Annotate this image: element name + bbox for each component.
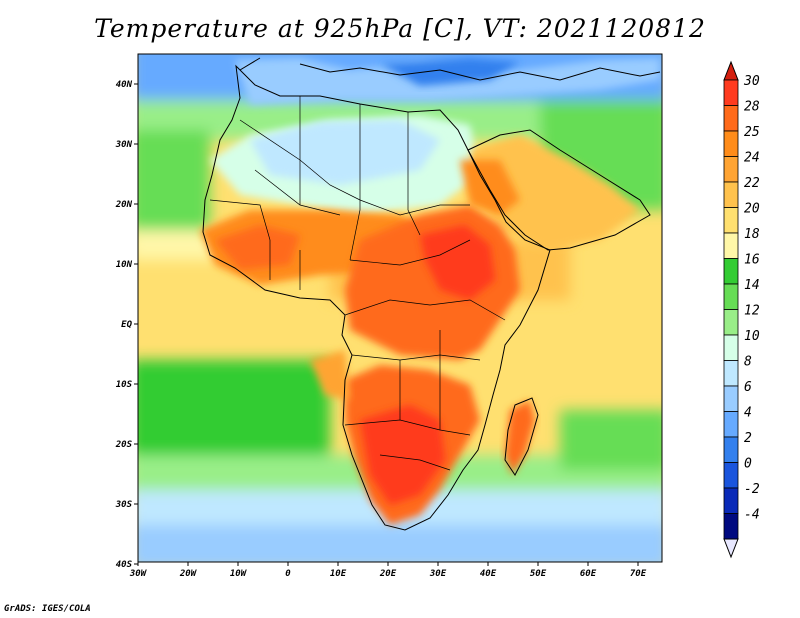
colorbar-top-arrow bbox=[723, 60, 739, 81]
lon-label: 10W bbox=[230, 569, 248, 579]
arabia-coastline bbox=[467, 129, 651, 251]
colorbar-swatch bbox=[723, 105, 739, 132]
field-southern-hottest bbox=[360, 405, 445, 505]
lon-label: 60E bbox=[580, 569, 597, 579]
lat-label: EQ bbox=[121, 320, 132, 330]
colorbar-swatch bbox=[723, 436, 739, 463]
colorbar-swatch bbox=[723, 462, 739, 489]
country-borders bbox=[209, 96, 506, 471]
colorbar-swatch bbox=[723, 156, 739, 183]
lat-label: 20S bbox=[115, 440, 133, 450]
colorbar-label: 16 bbox=[744, 253, 760, 268]
field-sahara-cooler bbox=[250, 120, 440, 185]
coastlines bbox=[202, 57, 661, 531]
colorbar-label: -2 bbox=[744, 482, 760, 497]
lon-label: 10E bbox=[330, 569, 347, 579]
madagascar-coastline bbox=[504, 397, 539, 476]
colorbar-swatch bbox=[723, 309, 739, 336]
lon-label: 0 bbox=[285, 569, 291, 579]
lon-label: 50E bbox=[530, 569, 547, 579]
colorbar-swatch bbox=[723, 181, 739, 208]
lat-label: 30N bbox=[115, 140, 133, 150]
colorbar-label: 24 bbox=[744, 151, 760, 166]
lat-label: 10N bbox=[116, 260, 133, 270]
colorbar-label: 2 bbox=[744, 431, 752, 446]
colorbar-label: 28 bbox=[744, 100, 760, 115]
colorbar-label: 22 bbox=[744, 176, 760, 191]
lon-label: 70E bbox=[630, 569, 647, 579]
colorbar-swatch bbox=[723, 232, 739, 259]
field-south-blue bbox=[138, 525, 662, 562]
colorbar-label: 18 bbox=[744, 227, 760, 242]
field-west-africa-hot bbox=[215, 225, 300, 270]
colorbar-swatch bbox=[723, 385, 739, 412]
colorbar-swatch bbox=[723, 258, 739, 285]
field-east-africa-hottest bbox=[420, 225, 495, 300]
colorbar-swatch bbox=[723, 334, 739, 361]
lat-label: 40N bbox=[116, 80, 133, 90]
colorbar-label: 0 bbox=[744, 457, 752, 472]
field-red-sea-warm bbox=[460, 160, 520, 215]
lat-label: 20N bbox=[115, 200, 133, 210]
colorbar-swatch bbox=[723, 283, 739, 310]
map-frame bbox=[137, 53, 663, 563]
colorbar-label: 4 bbox=[744, 406, 752, 421]
lon-label: 30E bbox=[429, 569, 447, 579]
field-indian-green bbox=[560, 410, 662, 470]
field-south-atlantic bbox=[138, 360, 330, 460]
colorbar-label: 8 bbox=[744, 355, 752, 370]
lon-label: 40E bbox=[480, 569, 497, 579]
colorbar-label: 12 bbox=[744, 304, 760, 319]
lon-label: 30W bbox=[129, 569, 148, 579]
africa-coastline bbox=[202, 64, 551, 531]
colorbar-label: 10 bbox=[744, 329, 760, 344]
colorbar-bottom-arrow bbox=[723, 538, 739, 559]
temperature-field bbox=[138, 54, 662, 562]
colorbar-label: 30 bbox=[743, 74, 760, 89]
field-madagascar bbox=[505, 400, 535, 475]
colorbar-label: 14 bbox=[744, 278, 760, 293]
lon-label: 20E bbox=[379, 569, 397, 579]
chart-title: Temperature at 925hPa [C], VT: 202112081… bbox=[94, 14, 706, 43]
colorbar-label: 25 bbox=[744, 125, 760, 140]
field-atlantic-north bbox=[138, 130, 210, 240]
field-angola-coast bbox=[310, 350, 350, 400]
colorbar-swatch bbox=[723, 79, 739, 106]
lat-label: 10S bbox=[116, 380, 133, 390]
lat-label: 30S bbox=[115, 500, 133, 510]
colorbar-swatch bbox=[723, 207, 739, 234]
lat-label: 40S bbox=[116, 560, 133, 570]
colorbar-swatch bbox=[723, 487, 739, 514]
colorbar-label: 20 bbox=[744, 202, 760, 217]
colorbar-label: -4 bbox=[744, 508, 760, 523]
colorbar-swatch bbox=[723, 360, 739, 387]
europe-coastline bbox=[239, 57, 661, 81]
lon-label: 20W bbox=[179, 569, 198, 579]
grads-credit: GrADS: IGES/COLA bbox=[4, 604, 91, 614]
colorbar-label: 6 bbox=[744, 380, 752, 395]
axis-labels: 30W 20W 10W 0 10E 20E 30E 40E 50E 60E 70E 40N 30N 20N… bbox=[115, 80, 647, 579]
colorbar-swatch bbox=[723, 513, 739, 540]
colorbar-swatch bbox=[723, 130, 739, 157]
field-arabia bbox=[470, 135, 640, 250]
colorbar-swatch bbox=[723, 411, 739, 438]
